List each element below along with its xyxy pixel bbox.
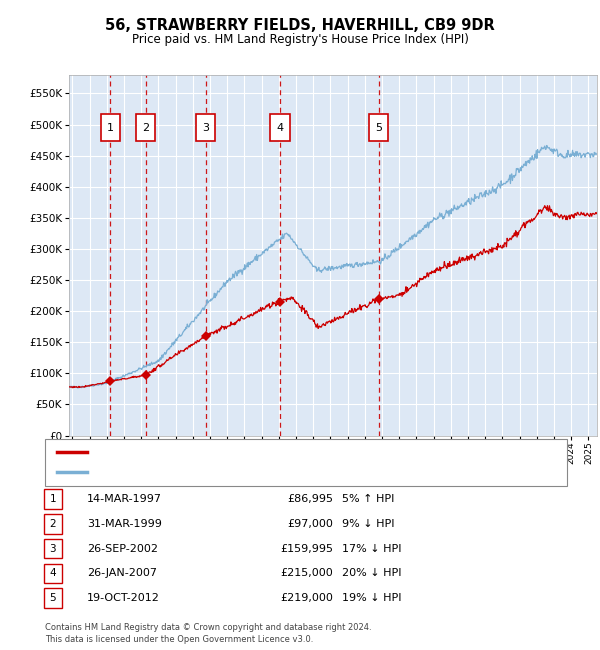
Text: This data is licensed under the Open Government Licence v3.0.: This data is licensed under the Open Gov… xyxy=(45,634,313,644)
Text: £219,000: £219,000 xyxy=(280,593,333,603)
Text: 3: 3 xyxy=(202,123,209,133)
Text: 14-MAR-1997: 14-MAR-1997 xyxy=(87,494,162,504)
Text: 1: 1 xyxy=(49,494,56,504)
Text: 26-SEP-2002: 26-SEP-2002 xyxy=(87,543,158,554)
Text: 4: 4 xyxy=(277,123,284,133)
Text: £159,995: £159,995 xyxy=(280,543,333,554)
Text: 5% ↑ HPI: 5% ↑ HPI xyxy=(342,494,394,504)
Text: 3: 3 xyxy=(49,543,56,554)
Text: 4: 4 xyxy=(49,568,56,578)
Text: 9% ↓ HPI: 9% ↓ HPI xyxy=(342,519,395,529)
Text: 20% ↓ HPI: 20% ↓ HPI xyxy=(342,568,401,578)
Text: £97,000: £97,000 xyxy=(287,519,333,529)
Text: HPI: Average price, detached house, West Suffolk: HPI: Average price, detached house, West… xyxy=(93,467,340,477)
Text: 26-JAN-2007: 26-JAN-2007 xyxy=(87,568,157,578)
Text: 19-OCT-2012: 19-OCT-2012 xyxy=(87,593,160,603)
Text: 19% ↓ HPI: 19% ↓ HPI xyxy=(342,593,401,603)
Text: 1: 1 xyxy=(107,123,114,133)
Text: 17% ↓ HPI: 17% ↓ HPI xyxy=(342,543,401,554)
Text: £215,000: £215,000 xyxy=(280,568,333,578)
Text: Contains HM Land Registry data © Crown copyright and database right 2024.: Contains HM Land Registry data © Crown c… xyxy=(45,623,371,632)
Text: £86,995: £86,995 xyxy=(287,494,333,504)
Text: 56, STRAWBERRY FIELDS, HAVERHILL, CB9 9DR: 56, STRAWBERRY FIELDS, HAVERHILL, CB9 9D… xyxy=(105,18,495,33)
Text: 31-MAR-1999: 31-MAR-1999 xyxy=(87,519,162,529)
Text: 56, STRAWBERRY FIELDS, HAVERHILL, CB9 9DR (detached house): 56, STRAWBERRY FIELDS, HAVERHILL, CB9 9D… xyxy=(93,447,419,458)
Text: 5: 5 xyxy=(375,123,382,133)
Text: 2: 2 xyxy=(49,519,56,529)
Text: 2: 2 xyxy=(142,123,149,133)
Text: Price paid vs. HM Land Registry's House Price Index (HPI): Price paid vs. HM Land Registry's House … xyxy=(131,32,469,46)
Text: 5: 5 xyxy=(49,593,56,603)
